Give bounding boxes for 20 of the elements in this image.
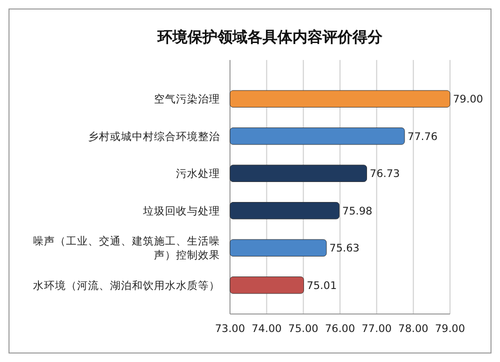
data-label: 75.98 xyxy=(342,205,372,218)
y-tick-label: 噪声（工业、交通、建筑施工、生活噪声）控制效果 xyxy=(33,234,220,262)
chart-title: 环境保护领域各具体内容评价得分 xyxy=(156,28,384,46)
y-tick-label: 垃圾回收与处理 xyxy=(142,204,220,218)
x-tick-label: 75.00 xyxy=(288,323,318,335)
y-tick-label: 污水处理 xyxy=(176,167,220,180)
x-tick-label: 76.00 xyxy=(324,323,356,335)
data-label: 77.76 xyxy=(408,130,438,143)
data-label: 79.00 xyxy=(453,94,484,106)
data-label: 75.01 xyxy=(306,280,337,292)
x-tick-label: 78.00 xyxy=(398,323,428,335)
y-tick-label: 空气污染治理 xyxy=(154,92,220,106)
data-label: 75.63 xyxy=(329,242,360,255)
x-tick-label: 74.00 xyxy=(252,323,282,335)
x-tick-label: 77.00 xyxy=(362,323,392,335)
data-label: 76.73 xyxy=(370,168,400,180)
y-tick-label: 乡村或城中村综合环境整治 xyxy=(88,130,220,143)
y-tick-label: 水环境（河流、湖泊和饮用水水质等） xyxy=(33,278,220,292)
x-tick-label: 79.00 xyxy=(434,323,466,335)
x-tick-label: 73.00 xyxy=(214,323,246,335)
